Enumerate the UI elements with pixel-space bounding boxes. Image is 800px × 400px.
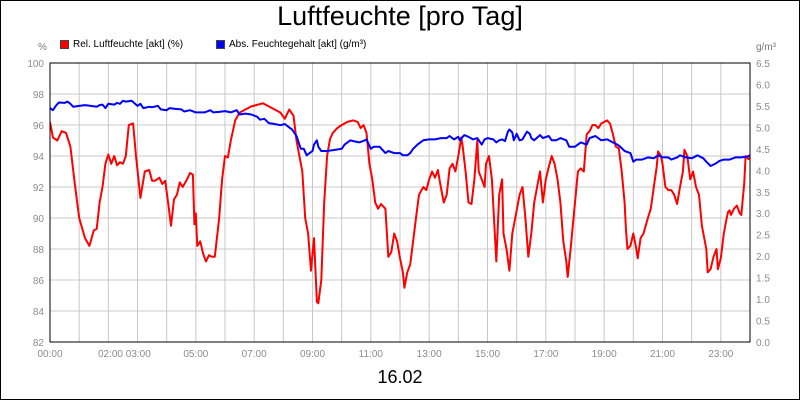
right-tick-label: 2.0 (756, 252, 770, 263)
series-line-abs-humidity (50, 99, 750, 167)
left-tick-label: 88 (33, 245, 45, 256)
right-tick-label: 3.0 (756, 209, 770, 220)
x-tick-label: 15:00 (475, 349, 500, 360)
right-tick-label: 1.5 (756, 274, 770, 285)
x-tick-label: 00:00 (37, 349, 62, 360)
legend-swatch-red (60, 40, 69, 49)
right-tick-label: 2.5 (756, 231, 770, 242)
chart-title: Luftfeuchte [pro Tag] (277, 1, 523, 31)
x-tick-label: 09:00 (300, 349, 325, 360)
right-tick-label: 6.0 (756, 80, 770, 91)
left-tick-label: 84 (33, 307, 45, 318)
right-tick-label: 0.0 (756, 338, 770, 349)
right-tick-label: 1.0 (756, 295, 770, 306)
left-tick-label: 90 (33, 214, 45, 225)
legend-label-abs-humidity: Abs. Feuchtegehalt [akt] (g/m³) (229, 39, 367, 50)
x-tick-label: 21:00 (650, 349, 675, 360)
left-tick-label: 92 (33, 183, 45, 194)
x-tick-label: 11:00 (359, 349, 384, 360)
legend-swatch-blue (216, 40, 225, 49)
right-tick-label: 6.5 (756, 59, 770, 70)
x-tick-label: 17:00 (533, 349, 558, 360)
left-axis-unit: % (38, 42, 47, 53)
x-tick-label: 07:00 (242, 349, 267, 360)
legend-item-rel-humidity: Rel. Luftfeuchte [akt] (%) (60, 39, 183, 50)
left-tick-label: 100 (27, 59, 44, 70)
series-line-rel-humidity (50, 102, 750, 305)
x-tick-label: 19:00 (592, 349, 617, 360)
right-tick-label: 4.0 (756, 166, 770, 177)
right-tick-label: 5.0 (756, 123, 770, 134)
right-tick-label: 0.5 (756, 317, 770, 328)
right-axis-unit: g/m³ (756, 42, 776, 53)
date-label: 16.02 (377, 367, 423, 387)
left-tick-label: 86 (33, 276, 45, 287)
left-tick-label: 96 (33, 121, 45, 132)
legend-item-abs-humidity: Abs. Feuchtegehalt [akt] (g/m³) (216, 39, 366, 50)
legend-label-rel-humidity: Rel. Luftfeuchte [akt] (%) (73, 39, 184, 50)
plot-border (49, 62, 751, 343)
left-tick-label: 94 (33, 152, 45, 163)
x-tick-label: 13:00 (417, 349, 442, 360)
right-tick-label: 5.5 (756, 102, 770, 113)
right-tick-label: 4.5 (756, 145, 770, 156)
x-tick-label: 02:00 03:00 (98, 349, 151, 360)
x-tick-label: 05:00 (183, 349, 208, 360)
left-tick-label: 98 (33, 90, 45, 101)
right-tick-label: 3.5 (756, 188, 770, 199)
x-tick-label: 23:00 (708, 349, 733, 360)
left-tick-label: 82 (33, 338, 45, 349)
